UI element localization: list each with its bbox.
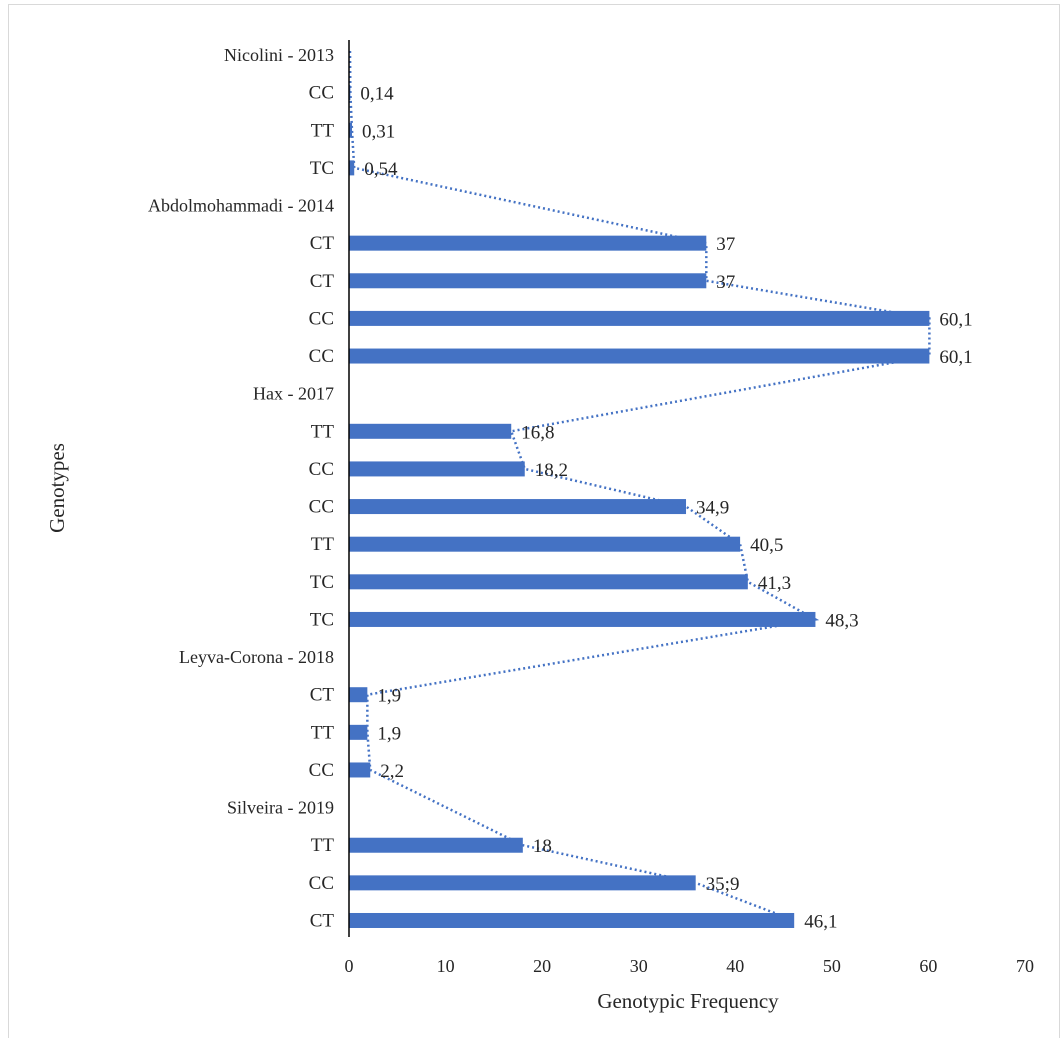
bar bbox=[349, 273, 707, 289]
bar bbox=[349, 310, 930, 326]
x-tick-label: 60 bbox=[919, 956, 937, 976]
data-label: 18,2 bbox=[535, 460, 568, 481]
chart-frame bbox=[8, 4, 1060, 1038]
data-label: 16,8 bbox=[521, 422, 554, 443]
x-tick-label: 20 bbox=[533, 956, 551, 976]
data-label: 37 bbox=[716, 234, 735, 255]
category-label: CC bbox=[309, 459, 334, 480]
bar bbox=[349, 611, 816, 627]
bar bbox=[349, 762, 371, 778]
x-axis-title: Genotypic Frequency bbox=[597, 989, 779, 1013]
data-label: 34,9 bbox=[696, 498, 729, 519]
data-label: 40,5 bbox=[750, 535, 783, 556]
x-tick-label: 30 bbox=[630, 956, 648, 976]
labels-layer: Nicolini - 2013 CC 0,14 TT 0,31 TC 0,54 Abdolmo… bbox=[148, 45, 973, 932]
bar bbox=[349, 461, 525, 477]
category-label: CT bbox=[310, 271, 335, 292]
category-label: CT bbox=[310, 685, 335, 706]
category-label: TT bbox=[311, 120, 335, 141]
data-label: 18 bbox=[533, 836, 552, 857]
category-label: CT bbox=[310, 910, 335, 931]
data-label: 1,9 bbox=[377, 723, 401, 744]
bar bbox=[349, 499, 687, 515]
bar bbox=[349, 875, 696, 891]
data-label: 48,3 bbox=[825, 610, 858, 631]
category-label: TT bbox=[311, 534, 335, 555]
category-label: TT bbox=[311, 421, 335, 442]
category-label: TC bbox=[310, 572, 334, 593]
category-label: TC bbox=[310, 609, 334, 630]
group-label: Hax - 2017 bbox=[253, 384, 334, 404]
bar bbox=[349, 574, 748, 590]
y-axis-title: Genotypes bbox=[45, 443, 69, 533]
category-label: CC bbox=[309, 760, 334, 781]
group-label: Silveira - 2019 bbox=[227, 798, 334, 818]
x-tick-label: 70 bbox=[1016, 956, 1034, 976]
group-label: Abdolmohammadi - 2014 bbox=[148, 196, 334, 216]
data-label: 0,31 bbox=[362, 121, 395, 142]
bar bbox=[349, 235, 707, 251]
group-label: Nicolini - 2013 bbox=[224, 45, 334, 65]
data-label: 46,1 bbox=[804, 911, 837, 932]
x-tick-label: 40 bbox=[726, 956, 744, 976]
category-label: CC bbox=[309, 346, 334, 367]
data-label: 37 bbox=[716, 272, 735, 293]
bars-layer bbox=[349, 85, 930, 928]
bar bbox=[349, 536, 741, 552]
data-label: 0,14 bbox=[360, 84, 394, 105]
data-label: 0,54 bbox=[364, 159, 398, 180]
x-tick-labels: 0 10 20 30 40 50 60 70 bbox=[345, 956, 1034, 976]
bar bbox=[349, 837, 523, 853]
category-label: TT bbox=[311, 835, 335, 856]
category-label: CC bbox=[309, 308, 334, 329]
bar bbox=[349, 122, 352, 138]
category-label: CT bbox=[310, 233, 335, 254]
bar bbox=[349, 423, 512, 439]
x-tick-label: 10 bbox=[437, 956, 455, 976]
category-label: CC bbox=[309, 83, 334, 104]
category-label: CC bbox=[309, 873, 334, 894]
data-label: 2,2 bbox=[380, 761, 404, 782]
category-label: CC bbox=[309, 497, 334, 518]
data-label: 60,1 bbox=[939, 309, 972, 330]
bar bbox=[349, 687, 368, 703]
dotted-trendline bbox=[348, 50, 931, 922]
group-label: Leyva-Corona - 2018 bbox=[179, 647, 334, 667]
data-label: 60,1 bbox=[939, 347, 972, 368]
category-label: TT bbox=[311, 722, 335, 743]
bar bbox=[349, 160, 355, 176]
category-label: TC bbox=[310, 158, 334, 179]
bar bbox=[349, 912, 795, 928]
data-label: 41,3 bbox=[758, 573, 791, 594]
bar bbox=[349, 348, 930, 364]
data-label: 1,9 bbox=[377, 686, 401, 707]
data-label: 35;9 bbox=[706, 874, 740, 895]
x-tick-label: 50 bbox=[823, 956, 841, 976]
x-tick-label: 0 bbox=[345, 956, 354, 976]
trendline-layer bbox=[348, 50, 931, 922]
bar bbox=[349, 724, 368, 740]
